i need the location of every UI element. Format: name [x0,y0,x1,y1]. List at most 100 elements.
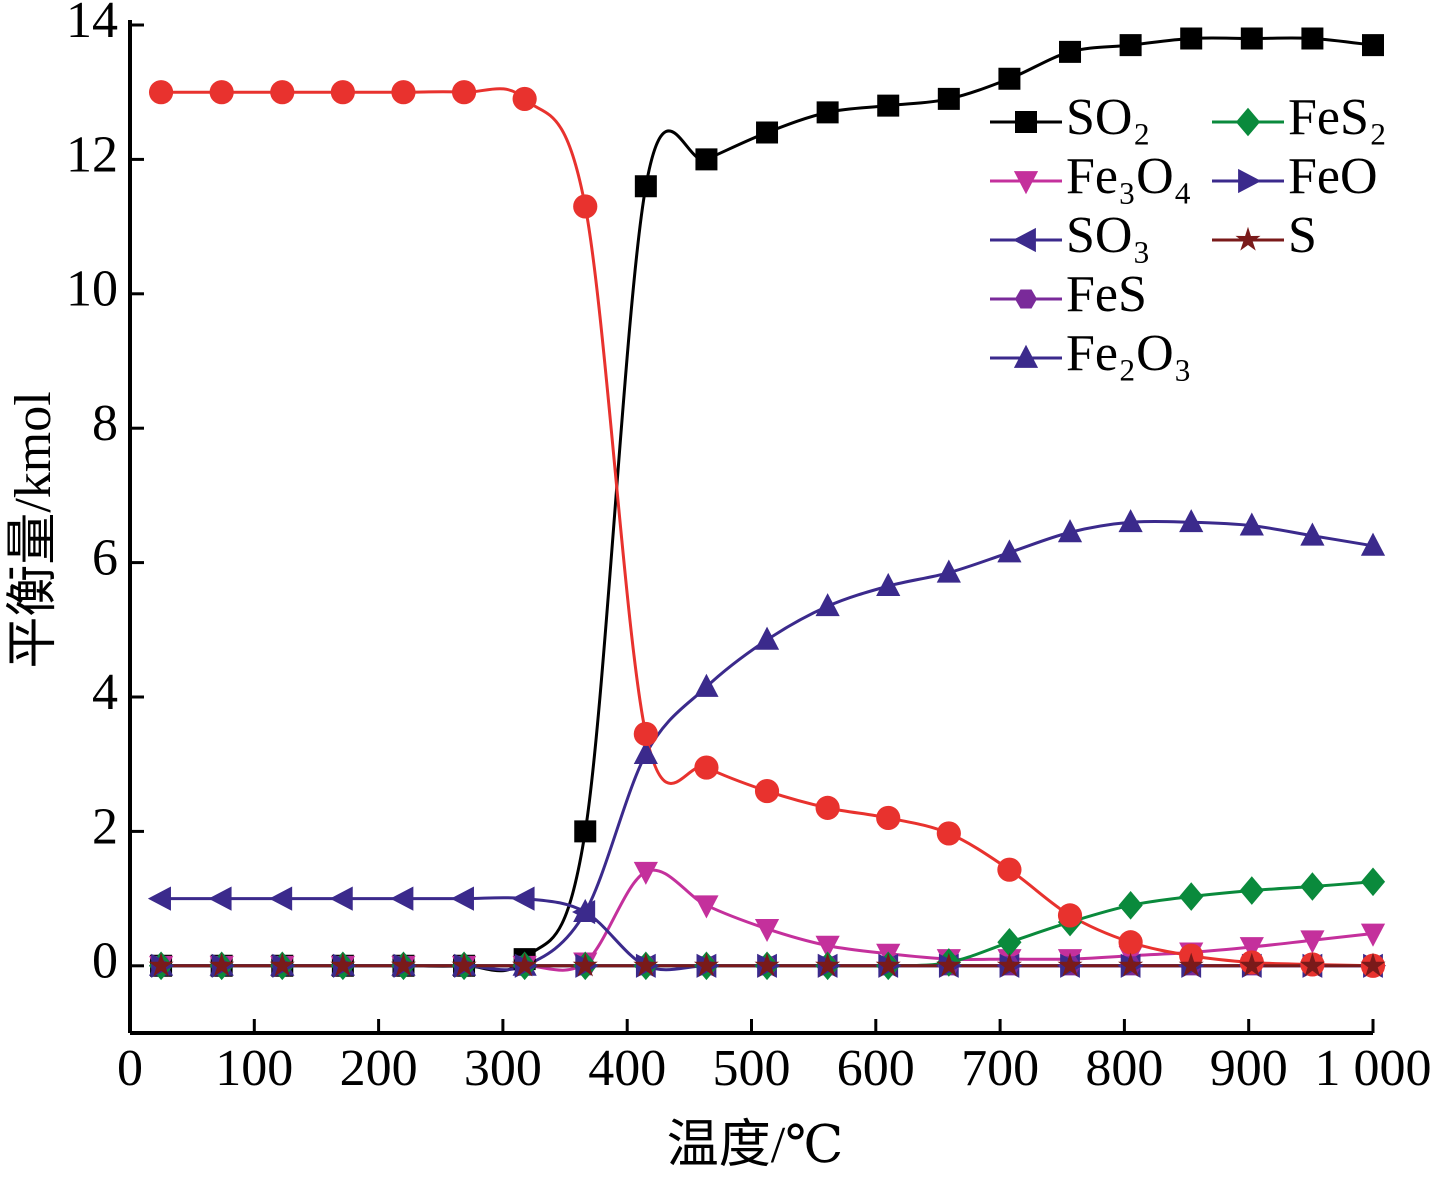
data-point [1178,952,1204,977]
x-tick-label: 400 [588,1040,666,1097]
data-point [1362,34,1384,57]
data-point [693,952,719,977]
data-point [1301,27,1324,50]
data-point [694,755,719,780]
data-point [876,805,901,831]
data-point [1059,40,1082,63]
data-point [633,952,659,977]
data-point [512,86,537,112]
data-point [330,80,355,105]
y-tick-label: 0 [92,933,118,990]
x-tick-label: 600 [837,1040,915,1097]
y-axis-label: 平衡量/kmol [5,391,62,668]
data-point [1239,952,1265,977]
data-point [391,80,416,105]
data-point [997,857,1022,882]
data-point [390,952,417,977]
data-point [269,886,293,911]
data-point [1118,952,1144,977]
x-tick-label: 700 [961,1040,1039,1097]
data-point [1239,512,1264,536]
x-tick-label: 500 [713,1040,791,1097]
data-point [997,927,1022,957]
x-tick-label: 900 [1210,1040,1288,1097]
data-point [573,194,598,219]
data-point [694,895,719,919]
data-point [450,886,474,911]
data-point [997,539,1022,563]
data-point [756,121,779,144]
data-point [1179,882,1204,911]
data-point [1179,509,1204,533]
data-point [1299,952,1325,977]
data-point [1057,903,1083,928]
legend-label: FeS [1066,266,1147,323]
data-point [876,572,901,597]
data-point [998,67,1021,90]
x-axis-label: 温度/℃ [667,1117,844,1174]
data-point [209,80,234,105]
x-tick-label: 300 [464,1040,542,1097]
data-point [1300,522,1325,546]
data-point [634,175,657,198]
legend-marker [1015,111,1037,133]
data-point [1300,930,1325,954]
data-point [574,820,597,843]
data-point [996,952,1022,977]
data-point [573,898,598,922]
y-tick-label: 6 [92,530,118,587]
data-point [936,952,962,977]
data-point [1180,27,1203,50]
data-point [512,952,538,977]
data-point [694,673,719,697]
y-tick-label: 10 [66,261,118,318]
data-point [695,148,718,171]
data-point [511,886,535,911]
data-point [451,952,477,977]
data-point [451,80,477,105]
data-point [1300,872,1325,901]
data-point [754,626,780,650]
legend-label: SO₃ [1066,207,1151,264]
data-point [815,795,840,820]
data-point [1118,930,1143,955]
legend-label: FeO [1288,148,1378,205]
y-tick-label: 14 [66,0,118,49]
x-tick-label: 0 [117,1040,143,1097]
y-tick-label: 4 [92,664,118,721]
data-point [269,952,295,977]
legend-marker [1013,171,1039,195]
data-point [754,952,780,977]
legend-marker [1012,227,1036,253]
data-point [148,80,174,105]
data-point [875,952,901,977]
data-point [1360,867,1386,897]
data-point [1057,952,1083,977]
legend-label: FeS₂ [1288,89,1387,146]
data-point [754,778,780,804]
data-point [937,87,960,110]
data-point [815,593,840,617]
legend-marker [1013,344,1039,368]
data-point [1118,891,1143,920]
data-point [936,821,961,846]
data-point [633,721,658,747]
data-point [1360,952,1386,977]
x-tick-label: 200 [340,1040,418,1097]
data-point [1057,519,1083,543]
data-point [1239,937,1264,961]
legend-marker [1238,168,1262,194]
data-point [1360,532,1386,556]
data-point [877,94,900,117]
data-point [1240,27,1263,50]
legend-marker [1235,107,1261,137]
data-point [270,80,295,105]
legend-label: S [1288,207,1317,264]
data-point [329,886,353,911]
x-tick-label: 1 000 [1315,1040,1432,1097]
data-point [936,559,961,583]
data-point [1360,923,1386,947]
y-tick-label: 8 [92,395,118,452]
